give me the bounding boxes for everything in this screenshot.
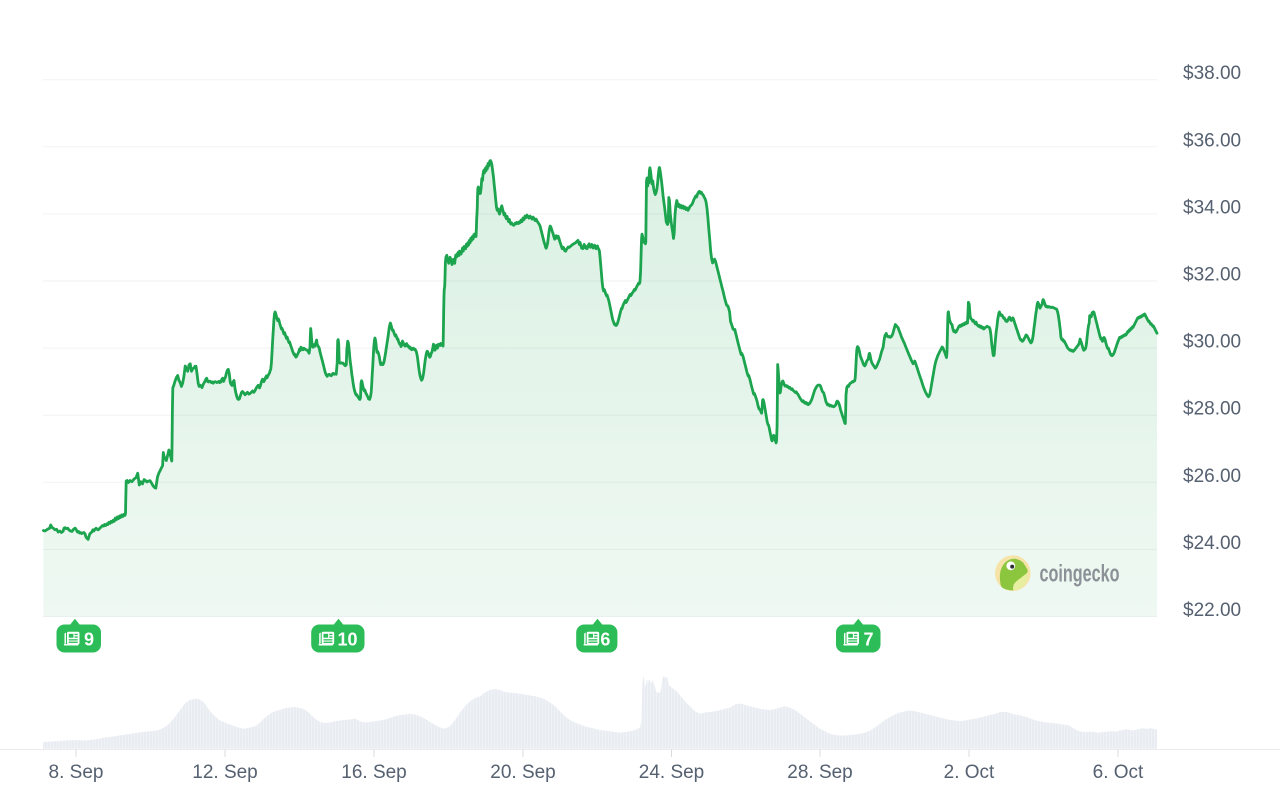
svg-text:2. Oct: 2. Oct: [944, 762, 995, 783]
svg-text:20. Sep: 20. Sep: [490, 762, 556, 783]
svg-text:coingecko: coingecko: [1040, 560, 1120, 587]
svg-text:$24.00: $24.00: [1183, 533, 1241, 554]
svg-text:$36.00: $36.00: [1183, 130, 1241, 151]
svg-text:24. Sep: 24. Sep: [639, 762, 705, 783]
svg-text:10: 10: [337, 629, 357, 649]
svg-text:7: 7: [863, 629, 873, 649]
svg-text:8. Sep: 8. Sep: [49, 762, 104, 783]
svg-text:$30.00: $30.00: [1183, 332, 1241, 353]
svg-text:16. Sep: 16. Sep: [341, 762, 407, 783]
svg-text:28. Sep: 28. Sep: [787, 762, 853, 783]
svg-text:$38.00: $38.00: [1183, 63, 1241, 84]
svg-text:9: 9: [84, 629, 94, 649]
svg-text:$34.00: $34.00: [1183, 197, 1241, 218]
svg-text:6: 6: [600, 629, 610, 649]
svg-text:$26.00: $26.00: [1183, 466, 1241, 487]
svg-text:$32.00: $32.00: [1183, 265, 1241, 286]
svg-text:6. Oct: 6. Oct: [1093, 762, 1144, 783]
svg-text:$22.00: $22.00: [1183, 600, 1241, 621]
svg-text:$28.00: $28.00: [1183, 399, 1241, 420]
svg-text:12. Sep: 12. Sep: [192, 762, 258, 783]
